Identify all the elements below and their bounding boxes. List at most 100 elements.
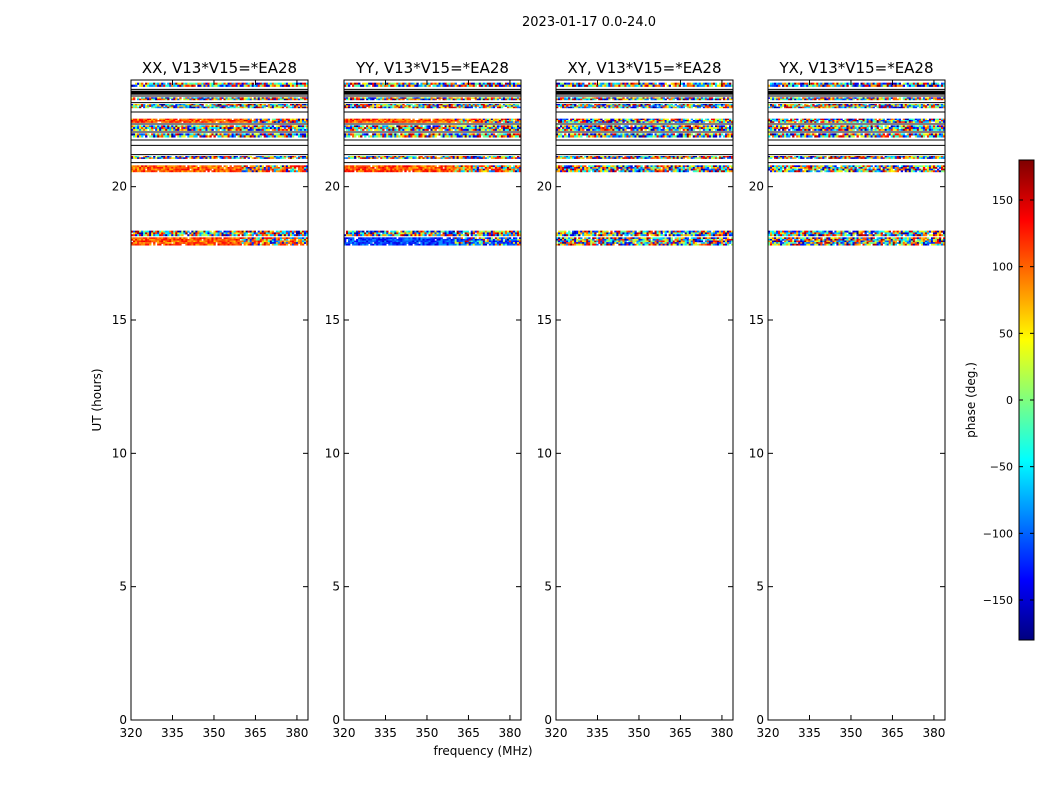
- x-tick-label: 350: [840, 726, 863, 740]
- data-band: [556, 125, 734, 131]
- y-tick-label: 15: [537, 313, 552, 327]
- y-tick-label: 15: [749, 313, 764, 327]
- x-tick-label: 335: [374, 726, 397, 740]
- x-tick-label: 380: [710, 726, 733, 740]
- colorbar-tick-label: −100: [983, 527, 1013, 540]
- axes-frame: [767, 79, 946, 721]
- x-tick-label: 335: [586, 726, 609, 740]
- data-band: [556, 104, 734, 109]
- data-band: [556, 156, 734, 159]
- x-tick-label: 335: [161, 726, 184, 740]
- y-tick-label: 15: [325, 313, 340, 327]
- x-tick-label: 350: [628, 726, 651, 740]
- data-band: [768, 104, 946, 109]
- data-band: [556, 237, 734, 246]
- y-tick-label: 5: [332, 580, 340, 594]
- data-band: [768, 165, 946, 173]
- data-band: [768, 230, 946, 237]
- y-tick-label: 10: [325, 446, 340, 460]
- data-band: [556, 97, 734, 101]
- data-band: [768, 82, 946, 87]
- y-tick-label: 15: [112, 313, 127, 327]
- y-axis-label: UT (hours): [90, 368, 104, 431]
- data-band: [344, 97, 522, 101]
- y-tick-label: 5: [119, 580, 127, 594]
- data-band: [344, 165, 522, 173]
- y-tick-label: 0: [332, 713, 340, 727]
- colorbar: −150 −100 −50 0 50 100 150 phase (deg.): [964, 159, 1035, 641]
- y-tick-label: 0: [119, 713, 127, 727]
- data-band: [131, 125, 309, 131]
- data-band: [131, 156, 309, 159]
- y-tick-label: 10: [112, 446, 127, 460]
- x-tick-label: 365: [669, 726, 692, 740]
- x-tick-label: 380: [922, 726, 945, 740]
- x-tick-label: 365: [244, 726, 267, 740]
- x-axis-label: frequency (MHz): [433, 744, 532, 758]
- x-tick-label: 365: [457, 726, 480, 740]
- panel-4: 320 335 350 365 380 0 5 10 15 20 YX, V13*V15=*EA28: [749, 59, 946, 740]
- data-band: [131, 104, 309, 109]
- x-tick-label: 365: [881, 726, 904, 740]
- data-band: [768, 237, 946, 246]
- y-tick-label: 20: [537, 180, 552, 194]
- figure-title: 2023-01-17 0.0-24.0: [522, 15, 656, 30]
- data-band: [344, 237, 522, 246]
- x-tick-label: 380: [498, 726, 521, 740]
- panel-title: XY, V13*V15=*EA28: [567, 59, 721, 77]
- data-band: [768, 156, 946, 159]
- data-band: [768, 90, 945, 95]
- panel-title: YX, V13*V15=*EA28: [778, 59, 933, 77]
- axes-frame: [343, 79, 522, 721]
- x-tick-label: 320: [757, 726, 780, 740]
- band-flagged: [768, 90, 945, 95]
- data-band: [131, 97, 309, 101]
- data-band: [556, 230, 734, 237]
- colorbar-tick-label: −50: [990, 461, 1013, 474]
- x-tick-label: 320: [545, 726, 568, 740]
- data-band: [344, 156, 522, 159]
- panel-3: 320 335 350 365 380 0 5 10 15 20 XY, V13*V15=*EA28: [537, 59, 734, 740]
- data-band: [768, 133, 946, 138]
- x-tick-label: 350: [416, 726, 439, 740]
- data-band: [344, 104, 522, 109]
- y-tick-label: 10: [749, 446, 764, 460]
- x-tick-label: 380: [285, 726, 308, 740]
- colorbar-tick-label: 150: [992, 194, 1013, 207]
- data-band: [556, 90, 733, 95]
- band-flagged: [131, 90, 308, 95]
- colorbar-tick-label: 0: [1006, 394, 1013, 407]
- y-tick-label: 20: [112, 180, 127, 194]
- axes-frame: [555, 79, 734, 721]
- colorbar-tick-label: 100: [992, 261, 1013, 274]
- band-flagged: [344, 90, 521, 95]
- y-tick-label: 10: [537, 446, 552, 460]
- x-tick-label: 320: [120, 726, 143, 740]
- panel-1: 320 335 350 365 380 0 5 10 15 20 XX, V13*V15=*EA28: [112, 59, 309, 740]
- data-band: [131, 230, 309, 237]
- colorbar-label: phase (deg.): [964, 362, 978, 438]
- data-band: [131, 165, 309, 173]
- data-band: [344, 133, 522, 138]
- data-band: [768, 125, 946, 131]
- band-flagged: [556, 90, 733, 95]
- y-tick-label: 20: [749, 180, 764, 194]
- data-band: [344, 90, 521, 95]
- x-tick-label: 320: [333, 726, 356, 740]
- panel-2: 320 335 350 365 380 0 5 10 15 20 YY, V13*V15=*EA28: [325, 59, 522, 740]
- data-band: [344, 82, 522, 87]
- y-tick-label: 5: [544, 580, 552, 594]
- data-band: [344, 118, 522, 123]
- data-band: [344, 230, 522, 237]
- data-band: [556, 165, 734, 173]
- data-band: [768, 118, 946, 123]
- data-band: [768, 97, 946, 101]
- data-band: [131, 82, 309, 87]
- data-band: [131, 118, 309, 123]
- x-tick-label: 335: [798, 726, 821, 740]
- panel-title: YY, V13*V15=*EA28: [355, 59, 509, 77]
- data-band: [556, 118, 734, 123]
- axes-frame: [130, 79, 309, 721]
- data-band: [131, 90, 308, 95]
